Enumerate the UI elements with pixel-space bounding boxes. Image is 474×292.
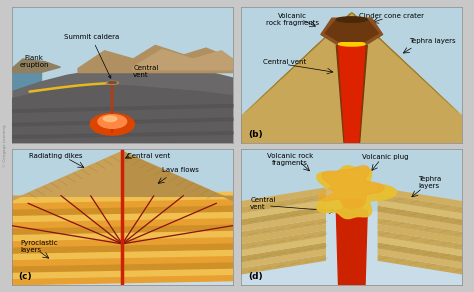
Polygon shape (12, 211, 233, 222)
Polygon shape (12, 85, 233, 143)
Bar (241, 116, 462, 121)
Polygon shape (317, 166, 397, 219)
Text: Lava flows: Lava flows (162, 168, 199, 173)
Ellipse shape (338, 42, 365, 46)
Polygon shape (12, 243, 233, 253)
Polygon shape (12, 262, 233, 272)
Polygon shape (337, 45, 367, 143)
Polygon shape (378, 256, 462, 274)
Polygon shape (241, 206, 325, 225)
Polygon shape (378, 188, 462, 206)
Text: (b): (b) (248, 130, 263, 139)
Text: Volcanic
rock fragments: Volcanic rock fragments (265, 13, 319, 26)
Polygon shape (241, 194, 325, 213)
Text: Summit caldera: Summit caldera (64, 34, 119, 78)
Polygon shape (241, 219, 325, 237)
Polygon shape (378, 213, 462, 231)
Polygon shape (378, 243, 462, 262)
Polygon shape (12, 274, 233, 285)
Polygon shape (241, 13, 462, 143)
Text: Cinder cone crater: Cinder cone crater (359, 13, 424, 19)
Text: Tephra layers: Tephra layers (409, 38, 456, 44)
Polygon shape (133, 49, 233, 70)
Polygon shape (378, 219, 462, 237)
Text: Central
vent: Central vent (133, 65, 159, 78)
Polygon shape (338, 45, 365, 143)
Polygon shape (337, 210, 367, 285)
Polygon shape (12, 230, 233, 241)
Text: (a): (a) (18, 130, 33, 139)
Text: Volcanic rock
fragments: Volcanic rock fragments (267, 153, 313, 166)
Polygon shape (78, 45, 233, 73)
Polygon shape (241, 256, 325, 274)
Ellipse shape (337, 17, 367, 22)
Polygon shape (12, 249, 233, 260)
Polygon shape (122, 152, 233, 200)
Text: Volcanic plug: Volcanic plug (362, 154, 408, 160)
Polygon shape (378, 206, 462, 225)
Text: Radiating dikes: Radiating dikes (29, 153, 83, 159)
Polygon shape (12, 256, 233, 266)
Bar (241, 138, 462, 143)
Text: Pyroclastic
layers: Pyroclastic layers (21, 240, 58, 253)
Polygon shape (241, 243, 325, 262)
Polygon shape (378, 249, 462, 268)
Polygon shape (241, 231, 325, 249)
Text: (c): (c) (18, 272, 32, 281)
Polygon shape (241, 213, 325, 231)
Text: © Cengage Learning: © Cengage Learning (3, 125, 7, 167)
Ellipse shape (103, 116, 117, 121)
Ellipse shape (106, 81, 118, 84)
Polygon shape (241, 225, 325, 243)
Text: Tephra
layers: Tephra layers (418, 176, 441, 189)
Polygon shape (325, 20, 378, 41)
Ellipse shape (90, 113, 134, 135)
Polygon shape (241, 237, 325, 256)
Bar (12, 149, 233, 200)
Polygon shape (378, 200, 462, 219)
Bar (241, 132, 462, 138)
Polygon shape (12, 199, 233, 209)
Polygon shape (12, 268, 233, 278)
Polygon shape (12, 218, 233, 228)
Polygon shape (12, 69, 41, 92)
Text: Flank
eruption: Flank eruption (19, 55, 49, 68)
Text: Central vent: Central vent (264, 59, 307, 65)
Bar (241, 149, 462, 210)
Text: Magma
reservoir: Magma reservoir (144, 107, 175, 120)
Polygon shape (321, 18, 383, 44)
Polygon shape (378, 194, 462, 213)
Ellipse shape (98, 115, 127, 128)
Polygon shape (241, 188, 325, 206)
Polygon shape (378, 231, 462, 249)
Polygon shape (241, 200, 325, 219)
Polygon shape (241, 249, 325, 268)
Bar (241, 127, 462, 132)
Polygon shape (12, 59, 60, 73)
Polygon shape (318, 166, 384, 208)
Text: (d): (d) (248, 272, 263, 281)
Polygon shape (12, 68, 233, 143)
Ellipse shape (108, 81, 117, 84)
Polygon shape (12, 224, 233, 234)
Polygon shape (12, 152, 122, 200)
Polygon shape (12, 237, 233, 247)
Bar (241, 121, 462, 127)
Polygon shape (378, 237, 462, 256)
Polygon shape (12, 192, 233, 203)
Text: Central vent: Central vent (127, 153, 170, 159)
Polygon shape (12, 205, 233, 215)
Polygon shape (378, 225, 462, 243)
Text: Central
vent: Central vent (250, 197, 275, 210)
Bar (342, 199, 362, 213)
